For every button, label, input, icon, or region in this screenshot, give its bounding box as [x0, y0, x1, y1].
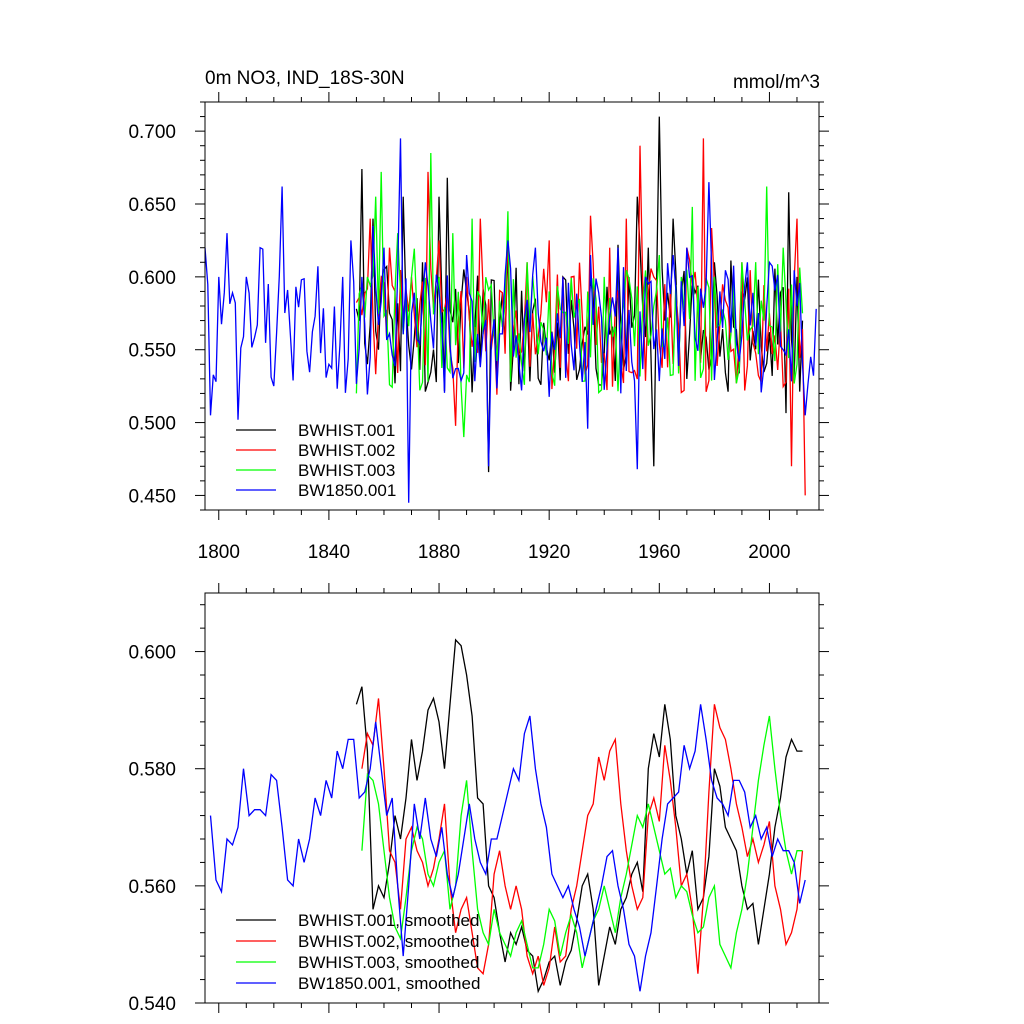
bottom-series-bw1850-001-smoothed — [209, 704, 806, 992]
x-tick-label-1800: 1800 — [198, 542, 240, 563]
top-panel-legend: BWHIST.001 BWHIST.002 BWHIST.003 BW1850.… — [236, 421, 396, 500]
top-series-bwhist-003 — [355, 152, 804, 438]
bottom-y-tick-label-0.580: 0.580 — [128, 760, 176, 781]
bottom-panel-axes: 0.540 0.560 0.580 0.600 — [128, 583, 829, 1015]
legend-label-bwhist-003-smoothed: BWHIST.003, smoothed — [298, 953, 479, 972]
top-series-bw1850-001 — [205, 138, 817, 503]
top-series-bwhist-001 — [355, 116, 804, 473]
bottom-panel-legend: BWHIST.001, smoothed BWHIST.002, smoothe… — [236, 911, 480, 993]
top-y-tick-label-0.600: 0.600 — [128, 268, 176, 289]
bottom-y-tick-label-0.600: 0.600 — [128, 643, 176, 664]
bottom-panel-frame — [204, 592, 820, 1004]
legend-label-bwhist-002-smoothed: BWHIST.002, smoothed — [298, 932, 479, 951]
x-tick-label-1960: 1960 — [638, 542, 680, 563]
top-panel-title: 0m NO3, IND_18S-30N — [205, 68, 405, 89]
bottom-series-bwhist-003-smoothed — [361, 715, 803, 971]
bottom-panel: 0.540 0.560 0.580 0.600 BWHIST.001, smoothe… — [128, 583, 829, 1015]
top-panel-series — [205, 116, 817, 503]
x-tick-label-2000: 2000 — [748, 542, 790, 563]
top-y-tick-label-0.700: 0.700 — [128, 122, 176, 143]
top-panel-axes: 1800 1840 1880 1920 1960 2000 0.450 0.500 0.550 0… — [128, 92, 829, 563]
top-y-tick-label-0.550: 0.550 — [128, 341, 176, 362]
bottom-y-tick-label-0.540: 0.540 — [128, 994, 176, 1015]
bottom-y-tick-label-0.560: 0.560 — [128, 877, 176, 898]
bottom-series-bwhist-001-smoothed — [355, 638, 803, 994]
legend-label-bw1850-001-smoothed: BW1850.001, smoothed — [298, 974, 480, 993]
x-tick-label-1840: 1840 — [308, 542, 350, 563]
top-panel: 0m NO3, IND_18S-30N mmol/m^3 1800 1840 188… — [128, 68, 829, 563]
legend-label-bwhist-001: BWHIST.001 — [298, 421, 395, 440]
x-tick-label-1880: 1880 — [418, 542, 460, 563]
legend-label-bwhist-001-smoothed: BWHIST.001, smoothed — [298, 911, 479, 930]
bottom-series-bwhist-002-smoothed — [361, 698, 804, 986]
legend-label-bw1850-001: BW1850.001 — [298, 481, 396, 500]
legend-label-bwhist-002: BWHIST.002 — [298, 441, 395, 460]
top-y-tick-label-0.650: 0.650 — [128, 195, 176, 216]
bottom-panel-series — [209, 638, 806, 994]
top-y-tick-label-0.450: 0.450 — [128, 486, 176, 507]
x-tick-label-1920: 1920 — [528, 542, 570, 563]
legend-label-bwhist-003: BWHIST.003 — [298, 461, 395, 480]
top-y-tick-label-0.500: 0.500 — [128, 414, 176, 435]
units-label: mmol/m^3 — [733, 72, 820, 93]
